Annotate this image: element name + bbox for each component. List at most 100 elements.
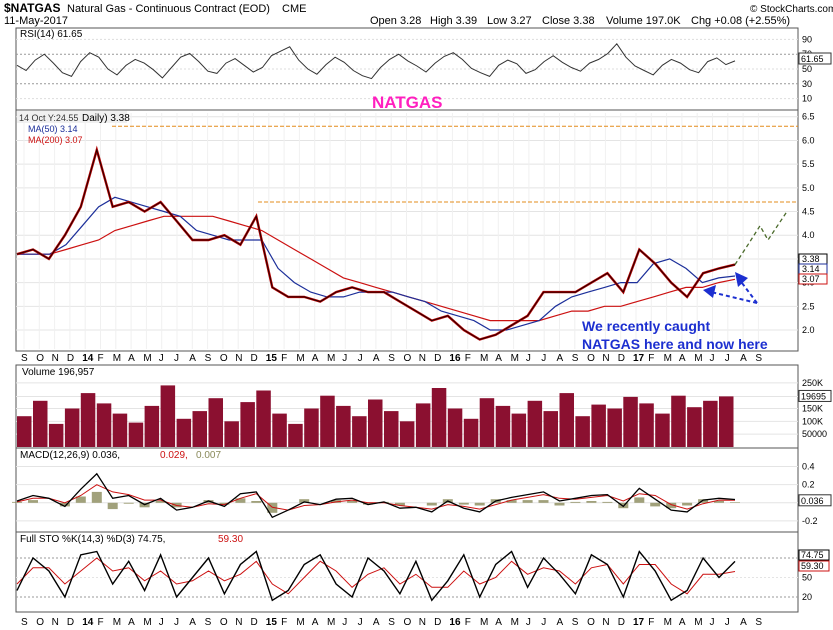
- month-label-bottom: J: [710, 617, 715, 628]
- month-label-top: N: [235, 353, 242, 364]
- volume-bar: [112, 413, 128, 447]
- volume-bar: [64, 408, 80, 447]
- volume-bar: [399, 421, 415, 447]
- macd-layer: [12, 472, 740, 519]
- volume-bar: [368, 399, 383, 447]
- macd-hist-bar: [219, 502, 230, 505]
- macd-tick-label: 0.4: [802, 462, 815, 472]
- month-label-bottom: S: [388, 617, 395, 628]
- month-label-bottom: A: [312, 617, 319, 628]
- macd-hist-bar: [155, 501, 166, 503]
- volume-bar: [160, 385, 176, 447]
- macd-hist-bar: [538, 500, 549, 503]
- sto-legend-main: Full STO %K(14,3) %D(3) 74.75,: [20, 534, 165, 545]
- month-label-bottom: D: [434, 617, 441, 628]
- volume-current-label: 19695: [801, 391, 826, 401]
- month-label-top: M: [143, 353, 151, 364]
- month-label-bottom: O: [220, 617, 228, 628]
- month-label-bottom: J: [725, 617, 730, 628]
- month-label-bottom: A: [189, 617, 196, 628]
- volume-bar: [607, 408, 622, 447]
- volume-bar: [575, 416, 590, 447]
- macd-hist-bar: [107, 502, 118, 510]
- rsi-tick-label: 30: [802, 79, 812, 89]
- volume-bar: [527, 400, 543, 447]
- macd-hist-bar: [650, 502, 661, 507]
- volume-bar: [80, 393, 96, 447]
- month-label-top: A: [312, 353, 319, 364]
- macd-tick-label: 0.2: [802, 480, 815, 490]
- month-label-top: M: [296, 353, 304, 364]
- month-label-top: F: [281, 353, 287, 364]
- month-label-bottom: F: [648, 617, 654, 628]
- month-label-bottom: M: [327, 617, 335, 628]
- price-tick-label: 2.5: [802, 301, 815, 311]
- month-label-top: J: [725, 353, 730, 364]
- sto-layer: [16, 550, 736, 602]
- month-label-top: A: [189, 353, 196, 364]
- volume-bar: [591, 404, 606, 447]
- macd-hist-bar: [666, 502, 677, 509]
- rsi-line: [16, 42, 736, 80]
- month-label-bottom: F: [98, 617, 104, 628]
- volume-layer: [17, 385, 734, 447]
- volume-bar: [33, 400, 48, 447]
- volume-bar: [320, 395, 335, 447]
- month-label-top: O: [587, 353, 595, 364]
- blue-arrow-2: [735, 272, 758, 304]
- month-label-bottom: N: [52, 617, 59, 628]
- sto-legend-d: 59.30: [218, 534, 243, 545]
- volume-legend: Volume 196,957: [22, 367, 95, 378]
- price-tick-label: 5.0: [802, 183, 815, 193]
- macd-legend-signal: 0.029,: [160, 450, 188, 461]
- month-label-bottom: A: [679, 617, 686, 628]
- volume-tick-label: 150K: [802, 404, 823, 414]
- macd-hist-bar: [506, 500, 517, 503]
- month-label-top: D: [618, 353, 625, 364]
- macd-hist-bar: [91, 491, 102, 503]
- price-last-label: 3.07: [802, 274, 820, 284]
- price-tick-label: 5.5: [802, 159, 815, 169]
- month-label-top: N: [419, 353, 426, 364]
- month-label-top: M: [480, 353, 488, 364]
- price-tick-label: 4.0: [802, 230, 815, 240]
- month-label-top: S: [388, 353, 395, 364]
- rsi-panel: [15, 27, 799, 111]
- volume-bar: [511, 413, 527, 447]
- month-label-bottom: M: [480, 617, 488, 628]
- macd-hist-bar: [602, 501, 613, 503]
- rsi-tick-label: 10: [802, 94, 812, 104]
- volume-bar: [719, 396, 734, 447]
- month-label-top: 16: [449, 353, 461, 364]
- volume-bar: [543, 411, 558, 447]
- volume-bar: [415, 403, 431, 447]
- note-line-1: We recently caught: [582, 318, 710, 334]
- month-label-bottom: 16: [449, 617, 461, 628]
- ma50-legend: MA(50) 3.14: [28, 124, 78, 134]
- sto-current-label: 59.30: [801, 561, 824, 571]
- month-label-top: O: [220, 353, 228, 364]
- month-label-bottom: 14: [82, 617, 94, 628]
- rsi-layer: [16, 42, 736, 80]
- price-layer: [16, 125, 798, 341]
- macd-hist-bar: [299, 499, 310, 503]
- macd-legend-hist: 0.007: [196, 450, 221, 461]
- volume-bar: [272, 413, 287, 447]
- price-last-label: 3.38: [802, 254, 820, 264]
- month-label-bottom: S: [21, 617, 28, 628]
- month-label-top: S: [21, 353, 28, 364]
- month-label-top: M: [327, 353, 335, 364]
- month-label-top: M: [511, 353, 519, 364]
- month-label-bottom: J: [358, 617, 363, 628]
- ma200-legend: MA(200) 3.07: [28, 135, 83, 145]
- forecast-path: [734, 211, 788, 265]
- note-line-2: NATGAS here and now here: [582, 336, 768, 352]
- low-label: Low 3.27: [487, 15, 532, 27]
- volume-bar: [336, 405, 351, 447]
- sto-tick-label: 50: [802, 573, 812, 583]
- volume-label: Volume 197.0K: [606, 15, 681, 27]
- rsi-tick-label: 50: [802, 64, 812, 74]
- month-label-top: D: [434, 353, 441, 364]
- month-label-bottom: N: [602, 617, 609, 628]
- month-label-top: D: [67, 353, 74, 364]
